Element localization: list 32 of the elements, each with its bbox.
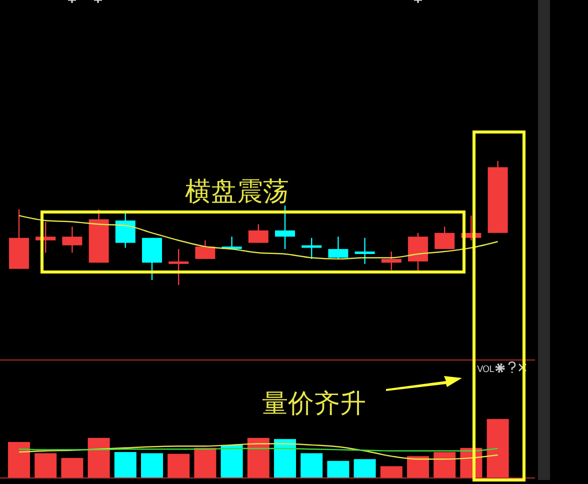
- candlestick: [115, 212, 136, 248]
- bar: [168, 454, 190, 478]
- bar: [61, 458, 84, 478]
- bar: [274, 439, 296, 478]
- candlestick: [328, 236, 348, 260]
- text: VOL: [477, 365, 494, 375]
- bar: [141, 453, 163, 478]
- bar: [380, 466, 402, 478]
- bar: [88, 438, 110, 478]
- bar: [327, 460, 350, 478]
- bar: [247, 438, 270, 478]
- bar: [194, 448, 216, 478]
- candlestick: [434, 226, 455, 250]
- bar: [114, 452, 136, 478]
- annotation: 量价齐升: [262, 389, 366, 419]
- annotation: 横盘震荡: [185, 177, 289, 207]
- candlestick: [354, 237, 375, 265]
- candlestick: [62, 226, 82, 254]
- candlestick: [195, 240, 216, 260]
- bar: [34, 453, 57, 478]
- candlestick: [302, 237, 322, 260]
- bar: [407, 456, 429, 478]
- bar: [8, 442, 30, 478]
- bar: [300, 453, 323, 478]
- candlestick: [248, 224, 268, 244]
- bar: [434, 452, 456, 478]
- candlestick: [168, 248, 189, 286]
- candlestick: [381, 250, 402, 271]
- candlestick: [275, 205, 295, 250]
- bar: [220, 444, 243, 478]
- bar: [486, 419, 509, 478]
- bar: [354, 459, 376, 478]
